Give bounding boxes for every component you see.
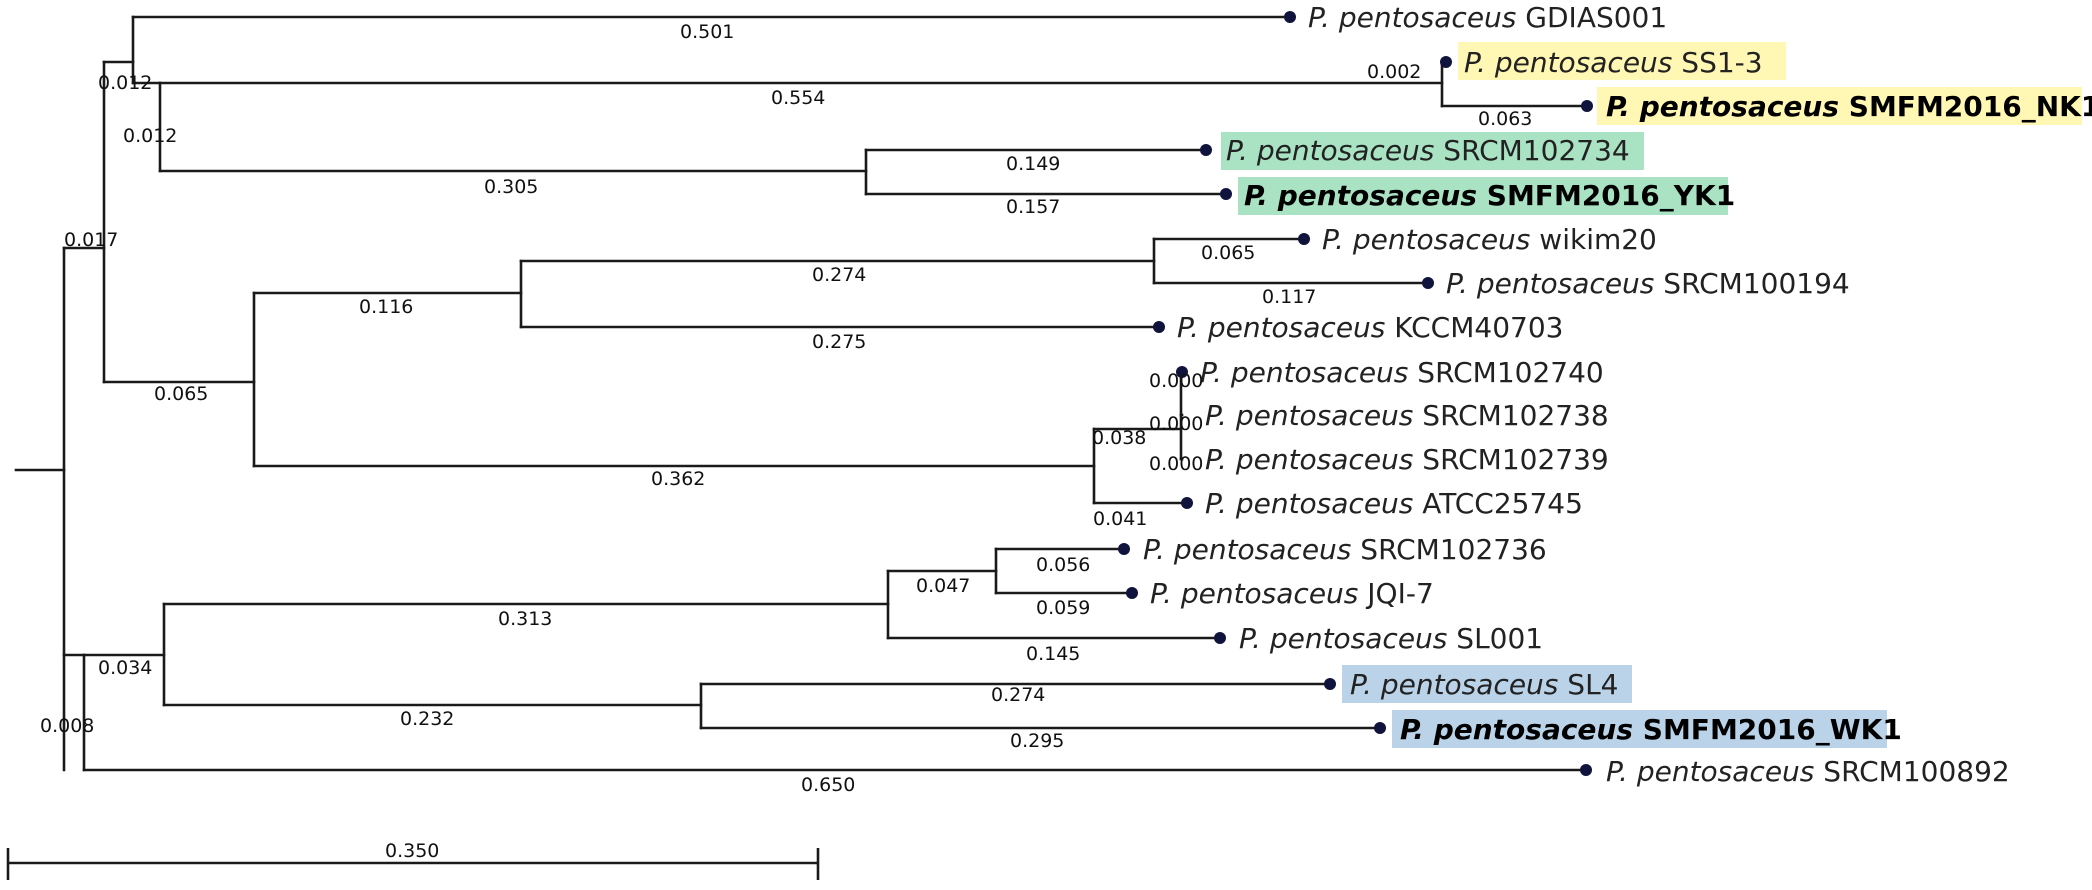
tip-label-sl001: P. pentosaceus SL001 bbox=[1239, 622, 1543, 655]
tip-dot-wk1 bbox=[1374, 722, 1386, 734]
blen-10: 0.274 bbox=[812, 264, 866, 286]
tip-label-yk1: P. pentosaceus SMFM2016_YK1 bbox=[1244, 179, 1735, 212]
blen-13: 0.116 bbox=[359, 296, 413, 318]
tip-dot-nk1 bbox=[1581, 100, 1593, 112]
tip-dot-srcm102734 bbox=[1200, 144, 1212, 156]
tip-dot-jqi7 bbox=[1126, 587, 1138, 599]
blen-16: 0.000 bbox=[1149, 370, 1203, 392]
tip-label-srcm100892: P. pentosaceus SRCM100892 bbox=[1606, 755, 2010, 788]
highlight-sl4 bbox=[1342, 665, 1632, 703]
tip-label-srcm102734: P. pentosaceus SRCM102734 bbox=[1226, 134, 1630, 167]
tip-dot-srcm100892 bbox=[1580, 764, 1592, 776]
tip-label-jqi7: P. pentosaceus JQI-7 bbox=[1150, 577, 1434, 610]
tip-dot-yk1 bbox=[1220, 188, 1232, 200]
tip-label-wikim20: P. pentosaceus wikim20 bbox=[1322, 223, 1657, 256]
blen-29: 0.232 bbox=[400, 708, 454, 730]
blen-17: 0.000 bbox=[1149, 413, 1203, 435]
blen-23: 0.047 bbox=[916, 575, 970, 597]
blen-4: 0.063 bbox=[1478, 108, 1532, 130]
tip-label-gdias001: P. pentosaceus GDIAS001 bbox=[1308, 1, 1667, 34]
blen-9: 0.017 bbox=[64, 229, 118, 251]
tip-dot-atcc25745 bbox=[1181, 497, 1193, 509]
tip-label-srcm102740: P. pentosaceus SRCM102740 bbox=[1200, 356, 1604, 389]
blen-12: 0.117 bbox=[1262, 286, 1316, 308]
tip-dot-kccm40703 bbox=[1153, 321, 1165, 333]
tip-dot-wikim20 bbox=[1298, 233, 1310, 245]
blen-0: 0.501 bbox=[680, 21, 734, 43]
blen-30: 0.295 bbox=[1010, 730, 1064, 752]
highlight-nk1 bbox=[1597, 87, 2082, 125]
tree-branches bbox=[14, 15, 1589, 772]
scale-bar: 0.350 bbox=[6, 840, 820, 880]
blen-5: 0.012 bbox=[123, 125, 177, 147]
tip-dot-sl001 bbox=[1214, 632, 1226, 644]
highlight-wk1 bbox=[1392, 710, 1887, 748]
tip-label-nk1: P. pentosaceus SMFM2016_NK1 bbox=[1606, 90, 2092, 123]
tip-label-srcm102738: P. pentosaceus SRCM102738 bbox=[1205, 399, 1609, 432]
tip-label-ss1-3: P. pentosaceus SS1-3 bbox=[1464, 46, 1763, 79]
tip-label-srcm100194: P. pentosaceus SRCM100194 bbox=[1446, 267, 1850, 300]
blen-31: 0.008 bbox=[40, 715, 94, 737]
tip-label-atcc25745: P. pentosaceus ATCC25745 bbox=[1205, 487, 1583, 520]
blen-1: 0.012 bbox=[98, 72, 152, 94]
tip-dot-ss1-3 bbox=[1440, 56, 1452, 68]
blen-7: 0.149 bbox=[1006, 153, 1060, 175]
tip-dots bbox=[1118, 11, 1593, 776]
tip-dot-srcm102740 bbox=[1176, 366, 1188, 378]
highlight-srcm102734 bbox=[1221, 132, 1644, 170]
tip-dot-srcm100194 bbox=[1422, 277, 1434, 289]
blen-11: 0.065 bbox=[1201, 242, 1255, 264]
tip-dot-srcm102736 bbox=[1118, 543, 1130, 555]
blen-3: 0.002 bbox=[1367, 61, 1421, 83]
blen-26: 0.145 bbox=[1026, 643, 1080, 665]
blen-25: 0.313 bbox=[498, 608, 552, 630]
blen-6: 0.305 bbox=[484, 176, 538, 198]
tip-labels: P. pentosaceus GDIAS001 P. pentosaceus S… bbox=[1143, 1, 2092, 788]
blen-8: 0.157 bbox=[1006, 196, 1060, 218]
blen-22: 0.056 bbox=[1036, 554, 1090, 576]
blen-20: 0.041 bbox=[1093, 508, 1147, 530]
tip-highlights bbox=[1221, 42, 2082, 748]
blen-2: 0.554 bbox=[771, 87, 825, 109]
tip-label-sl4: P. pentosaceus SL4 bbox=[1350, 668, 1618, 701]
tip-label-srcm102739: P. pentosaceus SRCM102739 bbox=[1205, 443, 1609, 476]
highlight-yk1 bbox=[1238, 177, 1728, 215]
blen-14: 0.275 bbox=[812, 331, 866, 353]
tip-label-kccm40703: P. pentosaceus KCCM40703 bbox=[1177, 311, 1563, 344]
blen-32: 0.650 bbox=[801, 774, 855, 796]
tip-dot-sl4 bbox=[1324, 678, 1336, 690]
blen-24: 0.059 bbox=[1036, 597, 1090, 619]
blen-18: 0.000 bbox=[1149, 453, 1203, 475]
scale-bar-label: 0.350 bbox=[385, 840, 439, 862]
blen-21: 0.362 bbox=[651, 468, 705, 490]
blen-27: 0.034 bbox=[98, 657, 152, 679]
tip-label-wk1: P. pentosaceus SMFM2016_WK1 bbox=[1400, 713, 1902, 746]
blen-28: 0.274 bbox=[991, 684, 1045, 706]
blen-15: 0.065 bbox=[154, 383, 208, 405]
branch-length-labels: 0.501 0.012 0.554 0.002 0.063 0.012 0.30… bbox=[40, 21, 1532, 796]
tip-dot-gdias001 bbox=[1284, 11, 1296, 23]
tip-label-srcm102736: P. pentosaceus SRCM102736 bbox=[1143, 533, 1547, 566]
highlight-ss1-3 bbox=[1458, 42, 1786, 80]
blen-19: 0.038 bbox=[1092, 427, 1146, 449]
